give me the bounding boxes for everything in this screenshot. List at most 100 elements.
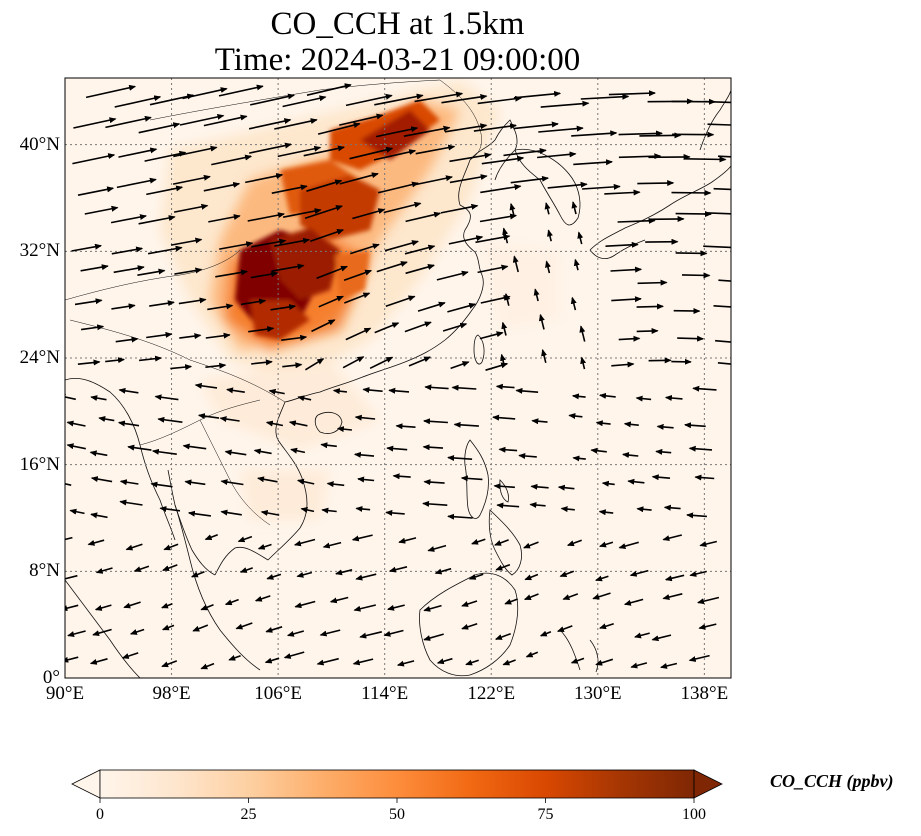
wind-arrow bbox=[629, 569, 649, 577]
wind-arrow bbox=[245, 173, 284, 184]
wind-arrow bbox=[523, 593, 539, 601]
wind-arrow bbox=[257, 476, 278, 483]
wind-arrow bbox=[224, 598, 239, 606]
wind-arrow bbox=[137, 268, 166, 276]
wind-arrow bbox=[492, 414, 516, 421]
wind-arrow bbox=[495, 383, 515, 390]
wind-arrow bbox=[220, 479, 244, 486]
wind-arrow bbox=[89, 658, 108, 665]
wind-arrow bbox=[533, 288, 540, 302]
map-panel bbox=[64, 77, 732, 679]
wind-arrow bbox=[398, 537, 417, 544]
wind-arrow bbox=[460, 475, 483, 482]
wind-arrow bbox=[119, 479, 139, 486]
wind-arrow bbox=[562, 593, 579, 600]
wind-arrow bbox=[77, 359, 101, 366]
wind-arrow bbox=[113, 265, 145, 274]
wind-arrow bbox=[618, 335, 641, 342]
wind-arrow bbox=[318, 295, 344, 308]
wind-arrow bbox=[434, 567, 452, 575]
wind-arrow bbox=[605, 241, 639, 248]
wind-arrow bbox=[251, 238, 287, 248]
wind-arrow bbox=[65, 394, 76, 401]
wind-arrow bbox=[266, 573, 282, 580]
wind-arrow bbox=[90, 395, 107, 401]
wind-arrow bbox=[441, 94, 488, 104]
wind-arrow bbox=[281, 334, 308, 341]
wind-arrow bbox=[637, 279, 668, 286]
wind-arrow bbox=[451, 384, 477, 391]
wind-arrow bbox=[636, 506, 652, 513]
wind-arrow bbox=[110, 214, 147, 224]
wind-arrow bbox=[326, 481, 345, 488]
wind-arrow bbox=[513, 121, 559, 130]
wind-arrow bbox=[92, 628, 112, 637]
wind-arrow bbox=[139, 355, 162, 362]
colorbar bbox=[71, 769, 723, 803]
wind-arrow bbox=[351, 534, 373, 542]
wind-arrow bbox=[224, 449, 247, 456]
wind-arrow bbox=[339, 172, 379, 185]
wind-arrow bbox=[149, 300, 175, 307]
wind-arrow bbox=[159, 506, 181, 512]
wind-arrow bbox=[228, 654, 241, 661]
wind-arrow bbox=[479, 213, 518, 223]
wind-arrow bbox=[590, 447, 607, 454]
wind-arrow bbox=[235, 622, 253, 630]
wind-arrow bbox=[138, 122, 181, 134]
wind-arrow bbox=[192, 624, 209, 632]
wind-arrow bbox=[504, 598, 518, 605]
wind-arrow bbox=[316, 265, 348, 279]
wind-arrow bbox=[604, 189, 641, 196]
wind-arrow bbox=[423, 479, 445, 486]
colorbar-gradient bbox=[99, 769, 695, 799]
wind-arrow bbox=[306, 179, 343, 192]
wind-arrow bbox=[353, 451, 375, 458]
lon-tick-label: 98°E bbox=[152, 683, 191, 704]
wind-arrow bbox=[524, 573, 539, 581]
wind-arrow bbox=[556, 625, 573, 633]
colorbar-tick-label: 25 bbox=[240, 806, 257, 823]
wind-arrow bbox=[205, 332, 231, 339]
wind-arrow bbox=[194, 382, 218, 389]
wind-arrow bbox=[423, 604, 442, 612]
wind-arrow bbox=[66, 443, 86, 450]
wind-arrow bbox=[271, 184, 308, 194]
wind-arrow bbox=[388, 387, 410, 394]
wind-arrow bbox=[599, 622, 614, 630]
wind-arrow bbox=[65, 483, 72, 486]
wind-arrow bbox=[570, 296, 577, 311]
wind-arrow bbox=[531, 418, 548, 425]
wind-arrow bbox=[282, 362, 303, 369]
wind-arrow bbox=[374, 93, 424, 106]
wind-arrow bbox=[582, 183, 621, 190]
lon-tick-label: 130°E bbox=[573, 683, 622, 704]
wind-arrow bbox=[595, 575, 609, 582]
wind-arrow bbox=[129, 628, 145, 635]
wind-arrow bbox=[349, 146, 394, 160]
wind-arrow bbox=[248, 118, 292, 130]
wind-arrow bbox=[559, 570, 575, 578]
wind-arrow bbox=[95, 567, 113, 574]
wind-arrow bbox=[651, 634, 672, 642]
wind-arrow bbox=[618, 541, 639, 549]
wind-arrow bbox=[623, 598, 644, 606]
wind-arrow bbox=[404, 321, 432, 333]
wind-arrow bbox=[157, 416, 183, 423]
wind-arrow bbox=[319, 629, 341, 637]
wind-arrow bbox=[496, 502, 520, 509]
wind-arrow bbox=[344, 292, 371, 304]
wind-arrow bbox=[118, 387, 139, 394]
wind-arrow bbox=[547, 181, 588, 189]
wind-arrow bbox=[622, 452, 639, 459]
wind-arrow bbox=[203, 181, 241, 192]
wind-arrow bbox=[163, 543, 179, 551]
wind-arrow bbox=[703, 100, 731, 104]
colorbar-extend-min bbox=[71, 769, 101, 799]
colorbar-tick-label: 75 bbox=[537, 806, 554, 823]
wind-arrow bbox=[125, 543, 143, 551]
wind-arrow bbox=[573, 159, 613, 166]
wind-arrow bbox=[253, 448, 272, 455]
wind-arrow bbox=[544, 202, 551, 215]
wind-arrow bbox=[694, 474, 715, 481]
